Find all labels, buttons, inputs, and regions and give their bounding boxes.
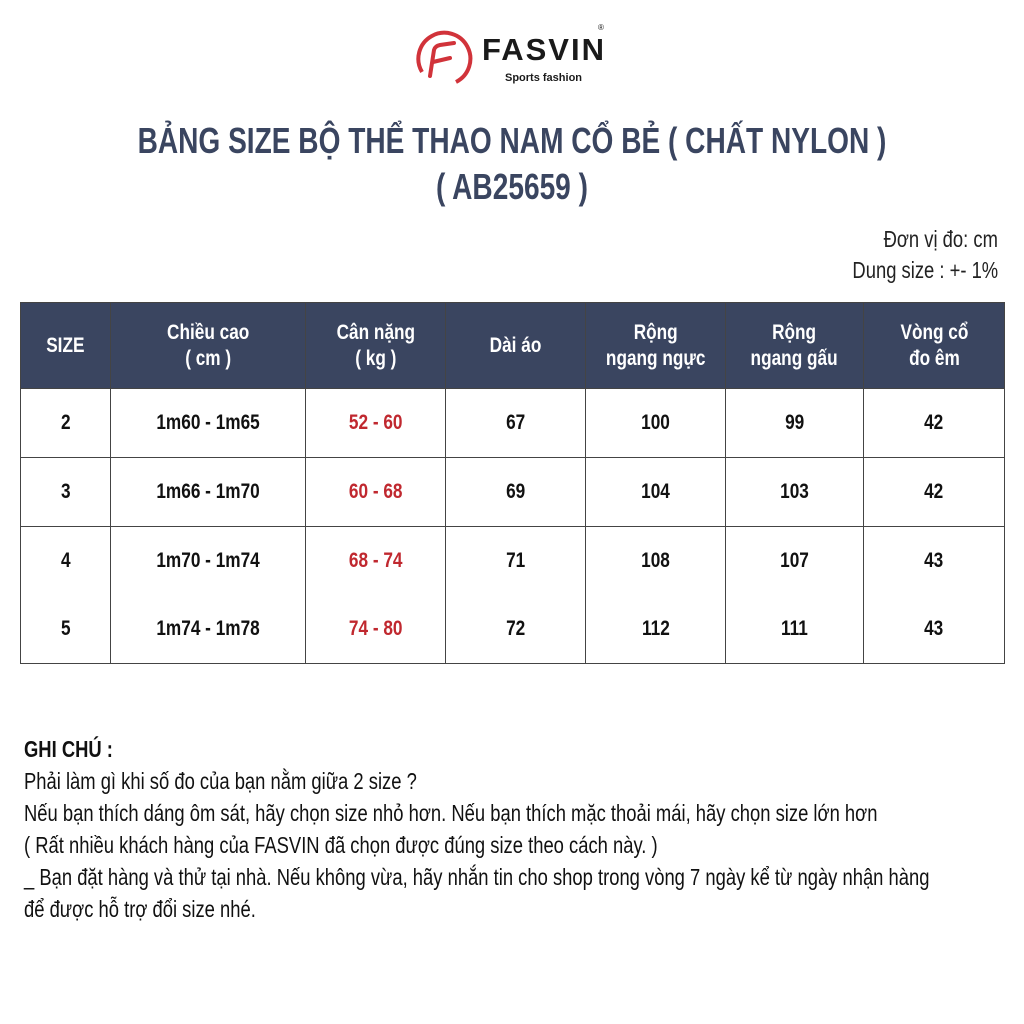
cell-value: 111 [781, 617, 808, 640]
cell-value: 1m74 - 1m78 [156, 617, 260, 640]
table-cell: 103 [725, 457, 864, 527]
table-cell: 112 [585, 595, 726, 664]
table-cell: 107 [725, 526, 864, 595]
table-row: 2 1m60 - 1m65 52 - 60 67 100 99 42 [20, 388, 1005, 458]
table-cell: 43 [863, 526, 1005, 595]
table-cell: 42 [863, 388, 1005, 458]
table-cell: 111 [725, 595, 864, 664]
table-cell: 60 - 68 [305, 457, 446, 527]
registered-mark: ® [598, 23, 604, 32]
table-cell: 69 [445, 457, 586, 527]
table-row: 4 1m70 - 1m74 68 - 74 71 108 107 43 [20, 526, 1005, 595]
table-cell: 43 [863, 595, 1005, 664]
cell-value: 1m66 - 1m70 [156, 480, 260, 503]
logo-mark-icon [416, 30, 473, 84]
column-header-text: ( cm ) [185, 346, 231, 370]
table-cell: 74 - 80 [305, 595, 446, 664]
cell-value: 1m70 - 1m74 [156, 549, 260, 572]
unit-label: Đơn vị đo: cm [883, 226, 998, 252]
column-header-text: đo êm [908, 346, 960, 370]
page-title: BẢNG SIZE BỘ THỂ THAO NAM CỔ BẺ ( CHẤT N… [137, 120, 887, 161]
column-header: Chiều cao( cm ) [110, 302, 306, 389]
table-cell: 52 - 60 [305, 388, 446, 458]
table-cell: 42 [863, 457, 1005, 527]
cell-value: 4 [60, 549, 71, 572]
cell-value: 104 [641, 480, 670, 503]
table-row: 5 1m74 - 1m78 74 - 80 72 112 111 43 [20, 595, 1005, 664]
notes-section: GHI CHÚ : Phải làm gì khi số đo của bạn … [24, 733, 1024, 925]
cell-value: 68 - 74 [348, 549, 403, 572]
note-line: _ Bạn đặt hàng và thử tại nhà. Nếu không… [24, 864, 930, 890]
cell-value: 42 [924, 411, 944, 434]
cell-value: 72 [505, 617, 526, 640]
table-cell: 3 [20, 457, 111, 527]
column-header: Cân nặng( kg ) [305, 302, 446, 389]
table-cell: 67 [445, 388, 586, 458]
column-header: SIZE [20, 302, 111, 389]
column-header-text: Dài áo [489, 333, 542, 357]
column-header: Rộng ngang gấu [725, 302, 864, 389]
cell-value: 71 [505, 549, 526, 572]
column-header-text: ngang gấu [750, 346, 839, 370]
column-header: Dài áo [445, 302, 586, 389]
product-code: ( AB25659 ) [436, 166, 588, 207]
table-cell: 1m74 - 1m78 [110, 595, 306, 664]
cell-value: 112 [641, 617, 670, 640]
note-line: ( Rất nhiều khách hàng của FASVIN đã chọ… [24, 832, 658, 858]
cell-value: 60 - 68 [348, 480, 403, 503]
table-cell: 104 [585, 457, 726, 527]
cell-value: 43 [924, 549, 944, 572]
table-cell: 2 [20, 388, 111, 458]
cell-value: 100 [641, 411, 670, 434]
fasvin-logo: FASVIN ® Sports fashion [412, 23, 622, 88]
table-header-row: SIZE Chiều cao( cm ) Cân nặng( kg ) Dài áo R… [20, 302, 1005, 389]
cell-value: 67 [505, 411, 526, 434]
table-cell: 1m66 - 1m70 [110, 457, 306, 527]
column-header-text: Rộng [772, 320, 817, 344]
cell-value: 2 [60, 411, 71, 434]
note-line: để được hỗ trợ đổi size nhé. [24, 896, 256, 922]
cell-value: 3 [60, 480, 71, 503]
table-cell: 1m60 - 1m65 [110, 388, 306, 458]
logo-brand: FASVIN [482, 32, 606, 67]
note-line: Nếu bạn thích dáng ôm sát, hãy chọn size… [24, 800, 878, 826]
cell-value: 74 - 80 [348, 617, 403, 640]
tolerance-label: Dung size : +- 1% [852, 257, 998, 283]
cell-value: 52 - 60 [348, 411, 403, 434]
size-table: SIZE Chiều cao( cm ) Cân nặng( kg ) Dài áo R… [20, 302, 1005, 664]
cell-value: 5 [60, 617, 71, 640]
column-header: Vòng cổ đo êm [863, 302, 1005, 389]
table-cell: 108 [585, 526, 726, 595]
cell-value: 103 [780, 480, 809, 503]
column-header-text: ngang ngực [605, 346, 706, 370]
table-cell: 5 [20, 595, 111, 664]
column-header-text: Rộng [633, 320, 678, 344]
cell-value: 42 [924, 480, 944, 503]
column-header: Rộng ngang ngực [585, 302, 726, 389]
table-cell: 100 [585, 388, 726, 458]
notes-heading: GHI CHÚ : [24, 736, 113, 762]
column-header-text: Vòng cổ [900, 320, 968, 344]
column-header-text: Cân nặng [336, 320, 415, 344]
logo-tagline: Sports fashion [505, 72, 583, 84]
table-cell: 72 [445, 595, 586, 664]
cell-value: 43 [924, 617, 944, 640]
table-cell: 4 [20, 526, 111, 595]
table-cell: 68 - 74 [305, 526, 446, 595]
column-header-text: SIZE [46, 333, 85, 357]
table-cell: 71 [445, 526, 586, 595]
cell-value: 99 [784, 411, 805, 434]
table-row: 3 1m66 - 1m70 60 - 68 69 104 103 42 [20, 457, 1005, 527]
table-cell: 1m70 - 1m74 [110, 526, 306, 595]
table-cell: 99 [725, 388, 864, 458]
column-header-text: Chiều cao [166, 320, 250, 344]
column-header-text: ( kg ) [354, 346, 397, 370]
cell-value: 108 [641, 549, 670, 572]
cell-value: 69 [505, 480, 526, 503]
cell-value: 1m60 - 1m65 [156, 411, 260, 434]
note-line: Phải làm gì khi số đo của bạn nằm giữa 2… [24, 768, 417, 794]
cell-value: 107 [780, 549, 809, 572]
